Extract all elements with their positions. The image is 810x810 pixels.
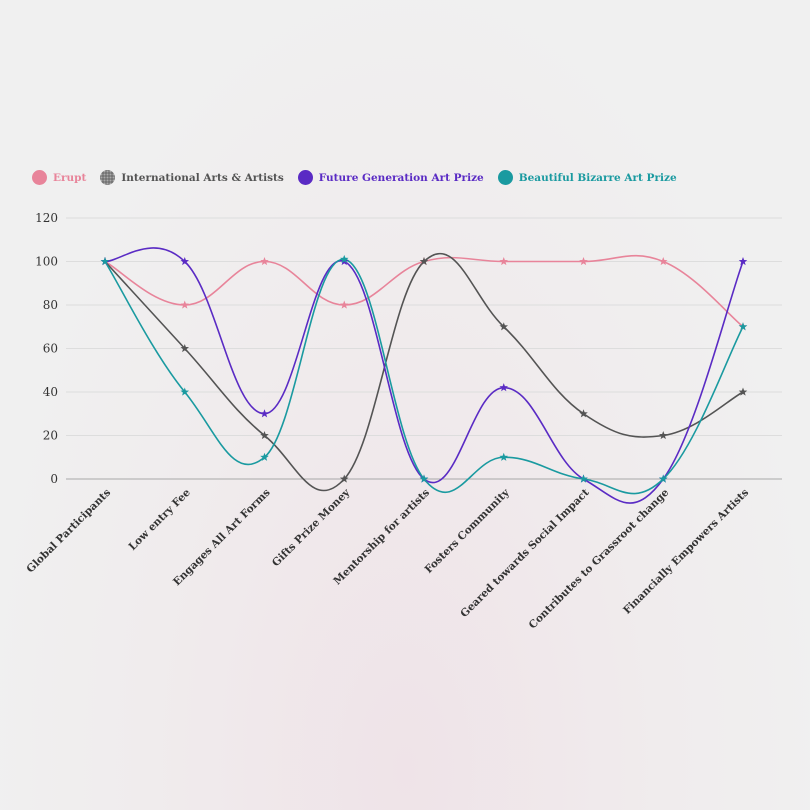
legend-label: Beautiful Bizarre Art Prize <box>518 171 677 184</box>
data-point-beautiful-bizarre-art-prize[interactable] <box>658 474 668 483</box>
data-point-erupt[interactable] <box>579 257 588 266</box>
data-point-future-generation-art-prize[interactable] <box>260 409 269 418</box>
data-point-erupt[interactable] <box>499 257 509 266</box>
legend-item-international-arts-artists[interactable]: International Arts & Artists <box>100 170 284 185</box>
x-axis: Global Participants Low entry FeeEngages … <box>24 486 751 631</box>
legend-label: International Arts & Artists <box>121 171 284 184</box>
x-tick-label: Low entry Fee <box>127 486 194 553</box>
data-point-international-arts-artists[interactable] <box>419 257 429 266</box>
x-tick-label: Contributes to Grassroot change <box>527 486 672 631</box>
series-line-erupt <box>104 254 744 328</box>
y-tick-label: 80 <box>43 298 58 312</box>
legend-swatch <box>32 170 47 185</box>
legend-item-erupt[interactable]: Erupt <box>32 170 86 185</box>
data-point-erupt[interactable] <box>180 300 190 309</box>
y-axis: 0 20 40 60 80 100 120 <box>35 211 58 486</box>
data-point-beautiful-bizarre-art-prize[interactable] <box>260 452 269 461</box>
series-line-international-arts-artists <box>104 252 744 492</box>
legend-swatch <box>297 170 313 185</box>
data-point-international-arts-artists[interactable] <box>499 322 509 331</box>
data-point-future-generation-art-prize[interactable] <box>180 257 190 266</box>
y-tick-label: 60 <box>43 342 58 356</box>
series-markers <box>100 254 748 483</box>
data-point-beautiful-bizarre-art-prize[interactable] <box>579 474 588 483</box>
y-tick-label: 100 <box>35 255 58 269</box>
data-point-beautiful-bizarre-art-prize[interactable] <box>180 387 190 396</box>
x-tick-label: Engages All Art Forms <box>171 487 273 589</box>
legend-label: Erupt <box>53 171 87 184</box>
data-point-erupt[interactable] <box>260 257 269 266</box>
data-point-beautiful-bizarre-art-prize[interactable] <box>499 452 509 461</box>
data-point-international-arts-artists[interactable] <box>658 431 668 440</box>
data-point-beautiful-bizarre-art-prize[interactable] <box>738 322 748 331</box>
series-lines <box>104 247 744 504</box>
series-line-beautiful-bizarre-art-prize <box>104 258 744 495</box>
data-point-beautiful-bizarre-art-prize[interactable] <box>419 474 429 483</box>
x-tick-label: Financially Empowers Artists <box>621 487 751 617</box>
legend-swatch <box>100 170 116 185</box>
data-point-international-arts-artists[interactable] <box>738 387 748 396</box>
x-tick-label: Geared towards Social Impact <box>458 487 591 620</box>
data-point-international-arts-artists[interactable] <box>579 409 588 418</box>
data-point-beautiful-bizarre-art-prize[interactable] <box>339 254 349 263</box>
x-tick-label: Mentorship for artists <box>331 487 432 588</box>
legend-item-future-generation-art-prize[interactable]: Future Generation Art Prize <box>297 170 484 185</box>
data-point-erupt[interactable] <box>658 257 668 266</box>
data-point-international-arts-artists[interactable] <box>339 474 349 483</box>
y-tick-label: 120 <box>35 211 58 225</box>
x-tick-label: Fosters Community <box>423 486 513 576</box>
x-tick-label: Global Participants <box>24 487 113 576</box>
data-point-future-generation-art-prize[interactable] <box>499 383 509 392</box>
y-tick-label: 20 <box>43 429 58 443</box>
data-point-international-arts-artists[interactable] <box>180 344 190 353</box>
legend: Erupt International Arts & Artists Future … <box>32 170 677 185</box>
data-point-international-arts-artists[interactable] <box>260 431 269 440</box>
data-point-future-generation-art-prize[interactable] <box>738 257 748 266</box>
data-point-erupt[interactable] <box>339 300 349 309</box>
series-line-future-generation-art-prize <box>104 247 744 504</box>
y-tick-label: 0 <box>50 472 58 486</box>
legend-swatch <box>497 170 513 185</box>
legend-item-beautiful-bizarre-art-prize[interactable]: Beautiful Bizarre Art Prize <box>497 170 677 185</box>
y-tick-label: 40 <box>43 385 58 399</box>
x-tick-label: Gifts Prize Money <box>270 486 353 569</box>
data-point-beautiful-bizarre-art-prize[interactable] <box>100 257 110 266</box>
legend-label: Future Generation Art Prize <box>318 171 484 184</box>
